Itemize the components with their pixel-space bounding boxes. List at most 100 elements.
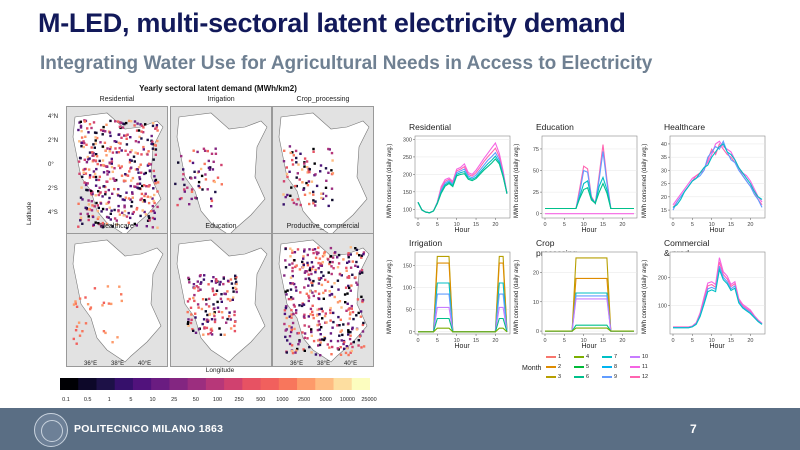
map-cell (228, 311, 231, 314)
map-cell (307, 296, 311, 299)
map-cell (220, 300, 223, 303)
map-cell (105, 123, 108, 126)
map-cell (303, 162, 306, 165)
map-cell (302, 315, 306, 318)
map-cell (193, 293, 196, 297)
legend-item: 2 (546, 364, 561, 370)
map-cell (132, 155, 136, 158)
map-cell (235, 282, 238, 286)
map-cell (305, 160, 309, 163)
map-cell (295, 184, 298, 188)
map-cell (218, 327, 221, 330)
map-cell (305, 292, 308, 295)
map-cell (312, 199, 315, 202)
map-cell (343, 293, 347, 296)
map-cell (313, 162, 316, 165)
map-cell (325, 179, 328, 182)
map-cell (213, 311, 216, 314)
map-y-tick: 2°S (48, 186, 58, 192)
maps-xlabel: Longitude (205, 367, 235, 374)
map-cell (141, 209, 144, 212)
map-cell (207, 305, 211, 308)
map-cell (84, 135, 87, 138)
map-cell (291, 198, 294, 202)
x-tick-label: 5 (436, 338, 439, 344)
map-cell (230, 282, 234, 285)
colorbar-swatch (114, 378, 134, 390)
map-cell (283, 309, 287, 312)
map-cell (140, 124, 144, 127)
map-cell (114, 147, 117, 150)
colorbar-swatch (187, 378, 207, 390)
colorbar-label: 5000 (319, 397, 332, 403)
map-cell (106, 173, 109, 176)
chart-title: Irrigation (409, 238, 443, 248)
map-cell (298, 340, 301, 343)
map-cell (141, 184, 144, 188)
map-cell (336, 301, 340, 304)
map-cell (344, 286, 348, 289)
map-cell (311, 310, 314, 313)
colorbar-label: 10000 (339, 397, 355, 403)
map-cell (324, 321, 327, 324)
map-cell (315, 251, 318, 254)
map-cell (127, 221, 130, 224)
map-cell (136, 122, 139, 125)
colorbar-swatch (205, 378, 225, 390)
map-cell (197, 184, 200, 188)
map-cell (92, 170, 96, 173)
map-cell (125, 191, 128, 194)
map-cell (108, 196, 111, 200)
chart-xlabel: Hour (709, 227, 725, 234)
map-cell (125, 137, 128, 140)
map-cell (114, 120, 117, 123)
map-cell (321, 261, 324, 264)
map-cell (342, 347, 346, 350)
map-cell (317, 267, 320, 270)
map-cell (337, 315, 340, 319)
map-cell (189, 306, 193, 309)
map-cell (302, 187, 306, 190)
map-cell (182, 173, 185, 176)
y-tick-label: 50 (533, 169, 539, 175)
map-cell (125, 143, 129, 146)
map-cell (301, 260, 304, 264)
map-cell (290, 344, 294, 347)
map-cell (215, 289, 219, 292)
map-cell (154, 127, 157, 130)
map-cell (303, 332, 307, 335)
map-cell (331, 326, 334, 329)
map-cell (337, 288, 340, 291)
legend-swatch (574, 375, 584, 378)
map-cell (99, 128, 103, 132)
map-cell (79, 126, 83, 129)
map-cell (121, 198, 124, 201)
map-cell (87, 215, 90, 218)
map-cell (235, 280, 238, 284)
map-cell (214, 147, 217, 150)
map-cell (337, 253, 341, 257)
colorbar-swatch (297, 378, 316, 390)
map-cell (151, 124, 155, 128)
map-cell (349, 253, 352, 256)
map-cell (291, 351, 295, 355)
map-cell (234, 286, 237, 289)
map-cell (129, 150, 132, 154)
map-cell (91, 204, 94, 207)
map-cell (330, 169, 333, 172)
map-cell (302, 303, 306, 306)
map-cell (309, 290, 312, 293)
map-cell (213, 320, 217, 324)
colorbar (60, 378, 370, 390)
map-cell (203, 274, 206, 277)
map-cell (83, 181, 86, 184)
map-cell (80, 145, 83, 148)
map-cell (124, 149, 127, 152)
x-tick-label: 10 (581, 338, 587, 344)
map-cell (347, 260, 351, 263)
map-cell (294, 351, 297, 354)
legend-item: 8 (602, 364, 617, 370)
colorbar-swatch (78, 378, 97, 390)
map-cell (122, 214, 126, 217)
map-cell (192, 329, 195, 332)
